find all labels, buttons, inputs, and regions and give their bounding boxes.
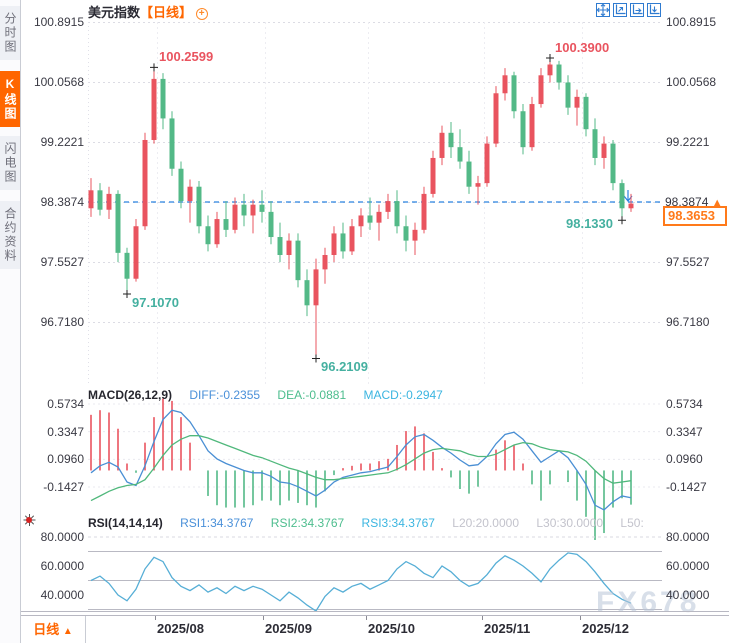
sidebar-tab-lightning-chart[interactable]: 闪电图 <box>0 136 20 190</box>
macd-chart[interactable] <box>88 398 662 540</box>
macd-diff-value: DIFF:-0.2355 <box>189 388 261 402</box>
indicator-settings-icon[interactable] <box>22 513 36 527</box>
y-axis-label: 99.2221 <box>666 135 710 149</box>
rsi-axis-label: 60.0000 <box>666 559 710 573</box>
y-axis-label: 96.7180 <box>40 315 84 329</box>
page-title: 美元指数 <box>88 5 141 20</box>
macd-label-row: MACD(26,12,9) DIFF:-0.2355 DEA:-0.0881 M… <box>88 388 443 402</box>
x-axis-tick <box>155 616 156 620</box>
macd-axis-label: 0.3347 <box>47 425 84 439</box>
rsi-chart[interactable] <box>88 530 662 614</box>
rsi1-value: RSI1:34.3767 <box>180 516 254 530</box>
x-axis-tick <box>263 616 264 620</box>
chart-toolbar <box>596 3 661 17</box>
chart-header: 美元指数【日线】 + <box>88 2 208 21</box>
sidebar: 分时图 K线图闪电图合约资料 <box>0 0 21 643</box>
sidebar-tab-time-chart[interactable]: 分时图 <box>0 6 20 60</box>
add-overlay-icon[interactable]: + <box>195 8 208 20</box>
x-axis-tick <box>482 616 483 620</box>
y-axis-label: 99.2221 <box>40 135 84 149</box>
rsi3-value: RSI3:34.3767 <box>361 516 435 530</box>
zoom-horizontal-icon[interactable] <box>630 3 644 17</box>
x-axis-month-label: 2025/09 <box>265 621 312 636</box>
last-price-box: 98.3653 <box>663 206 727 226</box>
rsi-label-row: RSI(14,14,14) RSI1:34.3767 RSI2:34.3767 … <box>88 516 644 530</box>
y-axis-label: 100.8915 <box>666 15 717 29</box>
macd-title: MACD(26,12,9) <box>88 388 173 402</box>
sidebar-tab-kline-chart[interactable]: K线图 <box>0 71 20 127</box>
y-axis-label: 100.0568 <box>33 75 84 89</box>
price-up-arrow-icon: ▲ <box>711 197 723 209</box>
y-axis-label: 97.5527 <box>666 255 710 269</box>
rsi-axis-label: 80.0000 <box>40 530 84 544</box>
rsi-title: RSI(14,14,14) <box>88 516 163 530</box>
sidebar-tab-contract-info[interactable]: 合约资料 <box>0 201 20 269</box>
macd-axis-label: -0.1427 <box>43 480 84 494</box>
rsi2-value: RSI2:34.3767 <box>270 516 345 530</box>
period-label: 【日线】 <box>140 5 193 20</box>
macd-axis-label: 0.0960 <box>47 452 84 466</box>
x-axis-line <box>21 611 729 612</box>
price-line-value: 98.3874 <box>665 195 709 209</box>
rsi-l30-value: L30:30.0000 <box>536 516 604 530</box>
x-axis-tick <box>580 616 581 620</box>
macd-axis-label: 0.3347 <box>666 425 703 439</box>
x-axis-month-label: 2025/08 <box>157 621 204 636</box>
y-axis-label: 97.5527 <box>40 255 84 269</box>
y-axis-label: 100.8915 <box>33 15 84 29</box>
y-axis-label: 98.3874 <box>40 195 84 209</box>
x-axis-tick <box>366 616 367 620</box>
macd-axis-label: 0.5734 <box>47 397 84 411</box>
rsi-axis-label: 60.0000 <box>40 559 84 573</box>
bottom-bar: 日线 ▲ 2025/08 2025/09 2025/10 2025/11 2025/12 <box>21 615 729 643</box>
period-selector[interactable]: 日线 ▲ <box>21 616 86 643</box>
fit-chart-icon[interactable] <box>613 3 627 17</box>
x-axis-month-label: 2025/10 <box>368 621 415 636</box>
macd-axis-label: 0.5734 <box>666 397 703 411</box>
macd-axis-label: 0.0960 <box>666 452 703 466</box>
y-axis-label: 100.0568 <box>666 75 717 89</box>
macd-dea-value: DEA:-0.0881 <box>277 388 347 402</box>
candlestick-chart[interactable] <box>88 22 662 385</box>
period-arrow-icon: ▲ <box>62 626 73 637</box>
rsi-axis-label: 40.0000 <box>666 588 710 602</box>
price-axis-current: 98.3874 ▲ <box>665 195 723 209</box>
watermark: FX678 <box>596 586 700 619</box>
rsi-axis-label: 40.0000 <box>40 588 84 602</box>
rsi-l50-value: L50: <box>620 516 644 530</box>
macd-axis-label: -0.1427 <box>666 480 707 494</box>
x-axis-month-label: 2025/11 <box>484 621 531 636</box>
macd-macd-value: MACD:-0.2947 <box>363 388 443 402</box>
rsi-l20-value: L20:20.0000 <box>452 516 519 530</box>
x-axis-month-label: 2025/12 <box>582 621 629 636</box>
zoom-vertical-icon[interactable] <box>647 3 661 17</box>
rsi-axis-label: 80.0000 <box>666 530 710 544</box>
crosshair-icon[interactable] <box>596 3 610 17</box>
y-axis-label: 96.7180 <box>666 315 710 329</box>
